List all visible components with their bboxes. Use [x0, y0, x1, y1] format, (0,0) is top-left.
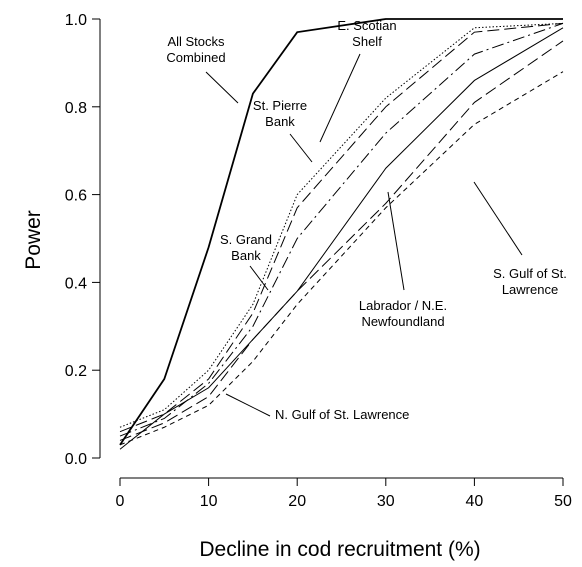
- leader-line: [205, 71, 239, 104]
- y-tick-label: 0.2: [65, 363, 87, 380]
- y-axis-label: Power: [22, 210, 45, 270]
- series-line: [119, 22, 564, 428]
- x-axis-label: Decline in cod recruitment (%): [199, 538, 480, 561]
- series-label: N. Gulf of St. Lawrence: [275, 407, 410, 422]
- leader-line: [249, 265, 269, 291]
- series-line: [119, 40, 564, 441]
- leader-line: [225, 393, 271, 417]
- series-label: S. Grand Bank: [219, 232, 273, 263]
- leader-line: [473, 181, 523, 256]
- series-line: [119, 18, 563, 446]
- series-line: [119, 27, 564, 450]
- series-line: [119, 22, 564, 437]
- series-label: Labrador / N.E. Newfoundland: [358, 298, 448, 329]
- y-tick-label: 1.0: [65, 12, 87, 29]
- series-line: [119, 22, 564, 433]
- x-tick-label: 40: [466, 493, 484, 510]
- x-tick-label: 50: [554, 493, 572, 510]
- series-line: [119, 71, 564, 446]
- y-tick-label: 0.4: [65, 275, 87, 292]
- series-label: S. Gulf of St. Lawrence: [493, 266, 567, 297]
- series-label: St. Pierre Bank: [252, 98, 308, 129]
- leader-line: [387, 191, 405, 291]
- y-tick-label: 0.0: [65, 451, 87, 468]
- x-tick-label: 10: [200, 493, 218, 510]
- series-label: E. Scotian Shelf: [337, 18, 397, 49]
- leader-line: [319, 53, 361, 143]
- x-tick-label: 30: [377, 493, 395, 510]
- x-tick-label: 20: [288, 493, 306, 510]
- series-label: All Stocks Combined: [166, 34, 226, 65]
- y-tick-label: 0.8: [65, 100, 87, 117]
- y-tick-label: 0.6: [65, 188, 87, 205]
- leader-line: [289, 133, 313, 163]
- x-tick-label: 0: [116, 493, 125, 510]
